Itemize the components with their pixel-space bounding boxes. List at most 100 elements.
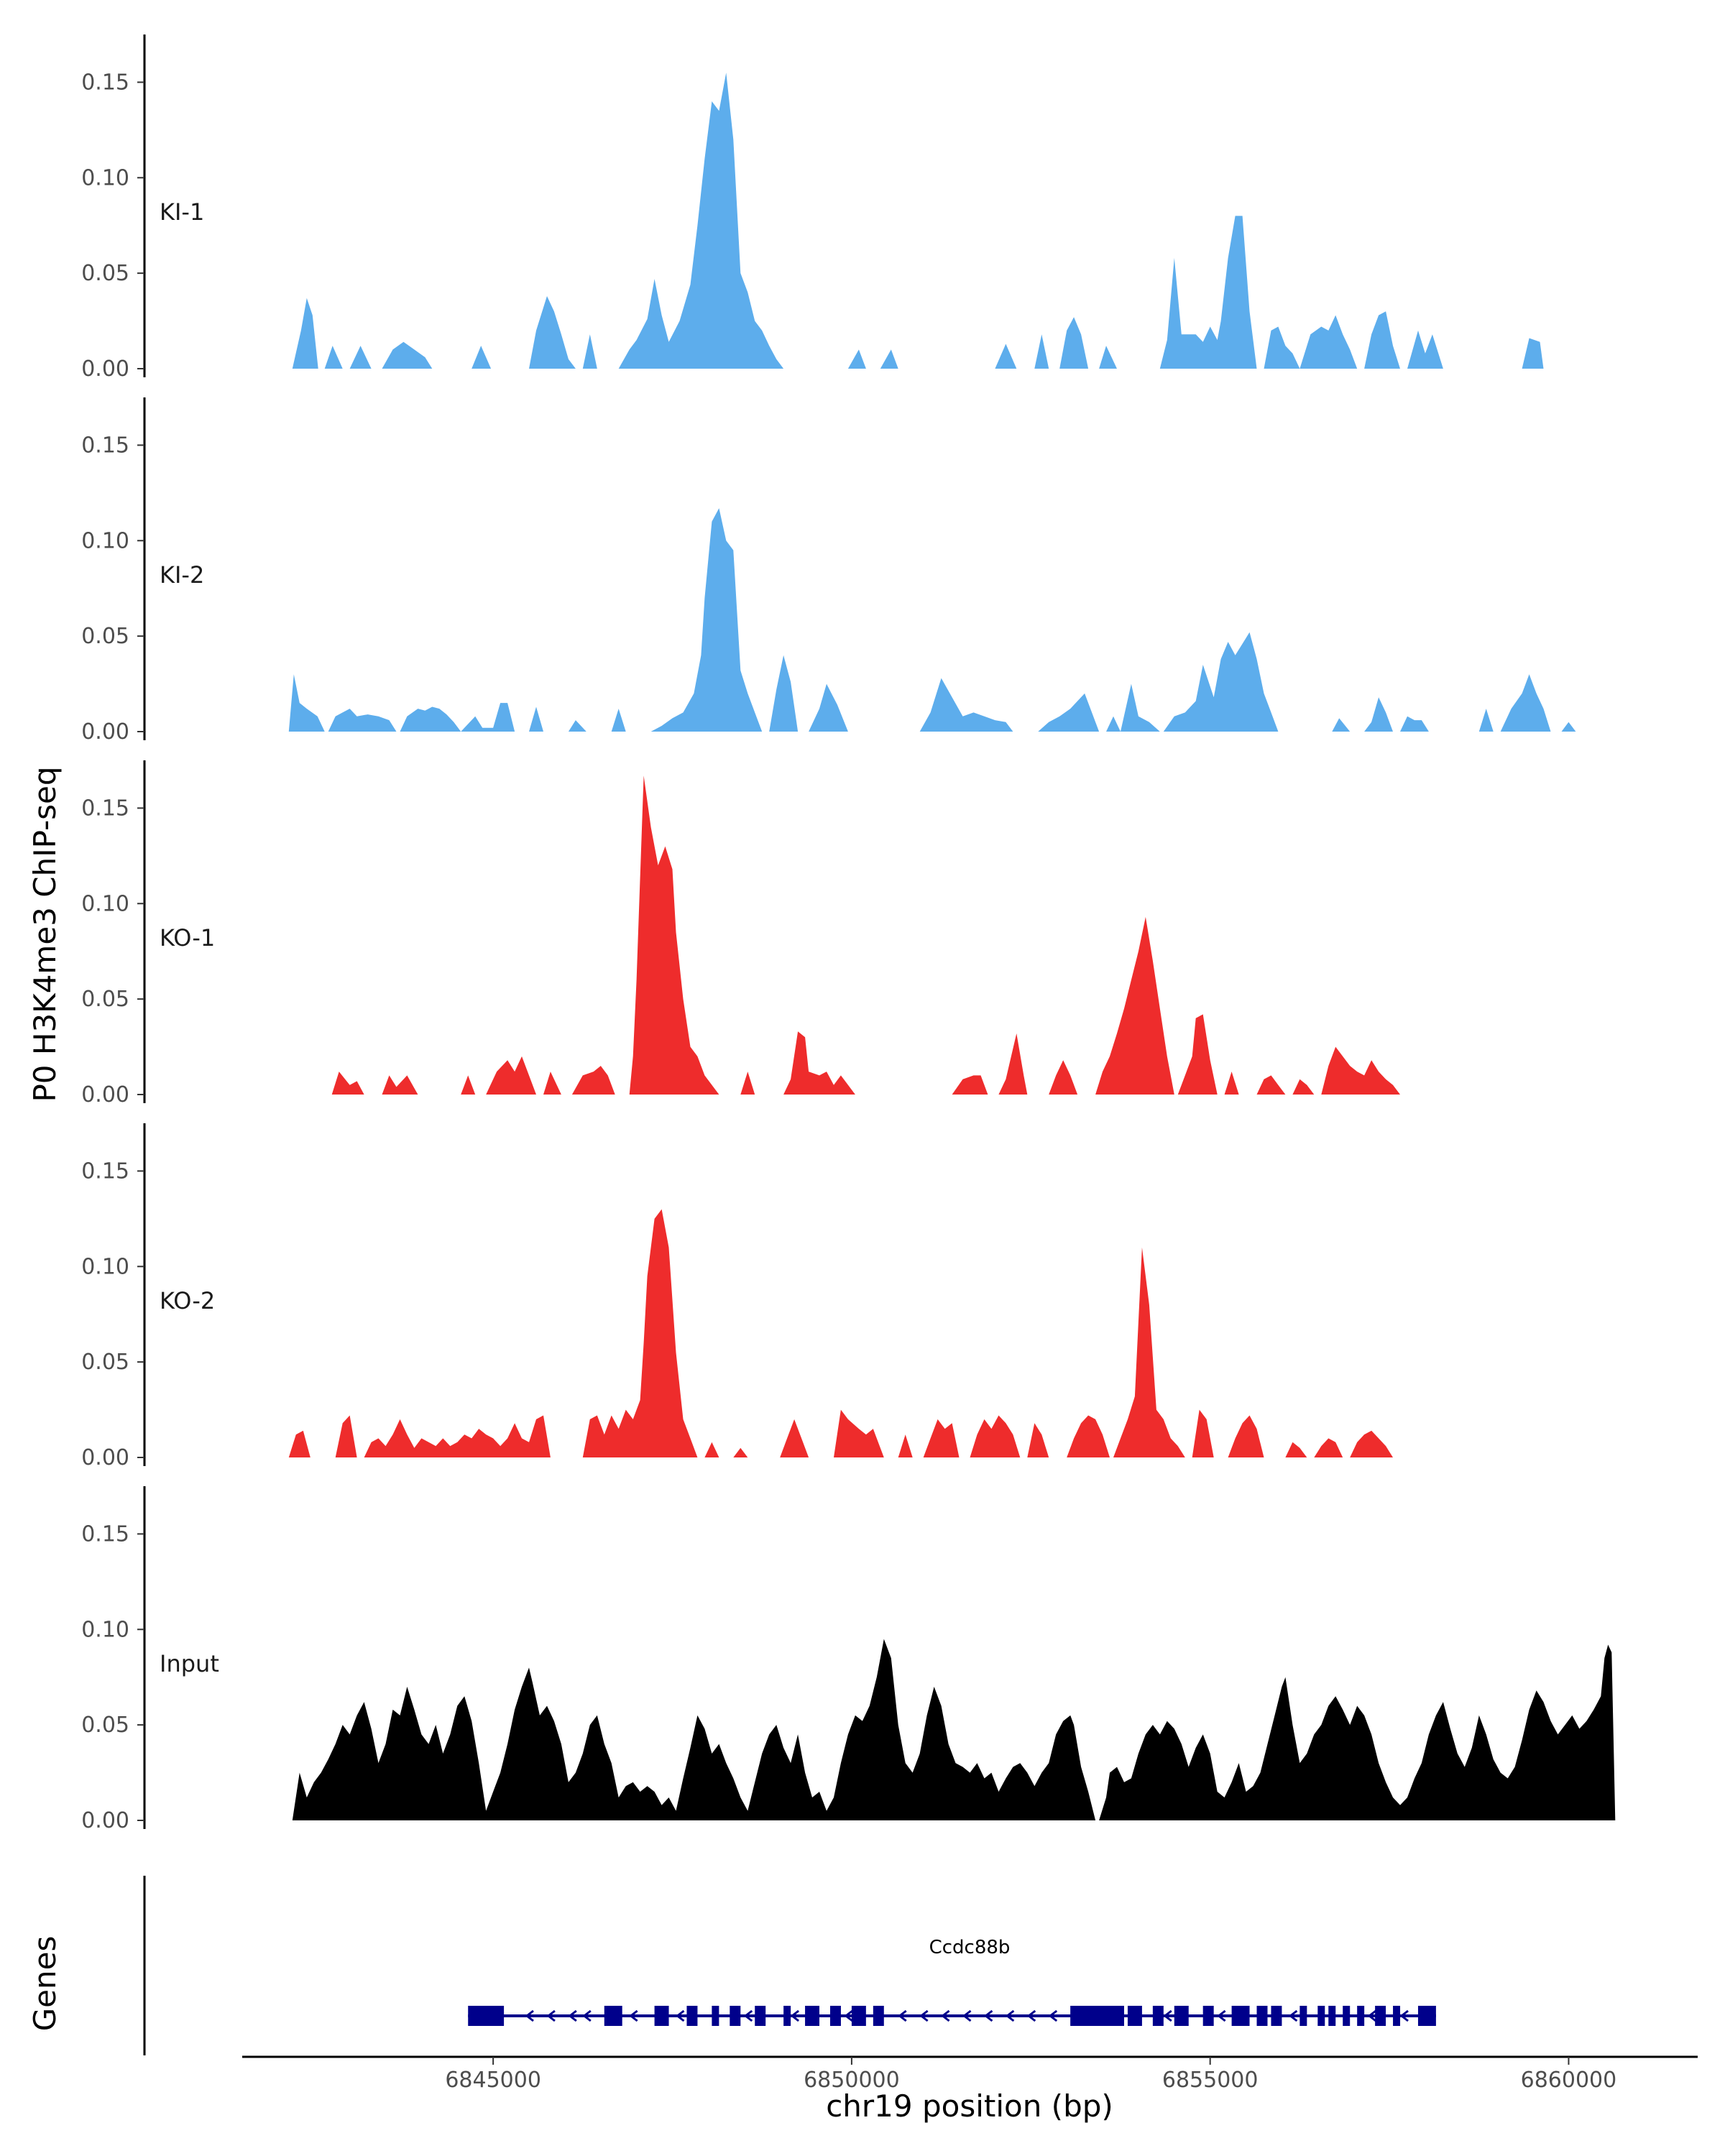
strand-arrow xyxy=(983,2009,993,2022)
strand-arrow xyxy=(546,2009,556,2022)
strand-arrow xyxy=(919,2009,929,2022)
strand-arrow xyxy=(1399,2009,1409,2022)
gene-exon xyxy=(1256,2006,1268,2026)
y-tick-label: 0.05 xyxy=(81,261,129,286)
gene-exon xyxy=(783,2006,791,2026)
signal-area xyxy=(733,1447,748,1457)
signal-area xyxy=(834,1409,884,1457)
signal-area xyxy=(288,1430,310,1457)
gene-exon xyxy=(654,2006,669,2026)
y-axis-title: P0 H3K4me3 ChIP-seq xyxy=(27,766,63,1102)
gene-exon xyxy=(1070,2006,1124,2026)
signal-area xyxy=(529,296,576,369)
track-label: KO-1 xyxy=(160,924,215,952)
gene-exon xyxy=(873,2006,884,2026)
signal-area xyxy=(1332,718,1351,732)
signal-area xyxy=(1522,338,1544,369)
signal-area xyxy=(898,1434,913,1457)
gene-exon xyxy=(1328,2006,1336,2026)
signal-area xyxy=(331,1072,364,1095)
strand-arrow xyxy=(898,2009,907,2022)
signal-area xyxy=(952,1075,988,1095)
signal-area xyxy=(1177,1014,1218,1095)
signal-area xyxy=(611,709,626,732)
gene-exon xyxy=(829,2006,841,2026)
signal-area xyxy=(740,1072,755,1095)
track-label: KI-2 xyxy=(160,561,204,589)
y-tick-label: 0.00 xyxy=(81,1808,129,1833)
signal-area xyxy=(847,349,866,369)
signal-area xyxy=(461,703,515,732)
signal-area xyxy=(1099,346,1117,369)
strand-arrow xyxy=(1367,2009,1377,2022)
signal-area xyxy=(1400,716,1429,732)
signal-area xyxy=(543,1072,561,1095)
signal-area xyxy=(780,1419,809,1457)
gene-name-label: Ccdc88b xyxy=(929,1937,1011,1958)
signal-area xyxy=(1500,674,1551,732)
y-tick-label: 0.05 xyxy=(81,1350,129,1375)
y-tick-label: 0.10 xyxy=(81,1254,129,1279)
signal-area xyxy=(769,655,799,732)
signal-area xyxy=(704,1442,719,1457)
x-tick-label: 6850000 xyxy=(804,2068,900,2093)
y-tick-label: 0.15 xyxy=(81,70,129,95)
strand-arrow xyxy=(790,2009,800,2022)
strand-arrow xyxy=(1048,2009,1058,2022)
track-label: KI-1 xyxy=(160,198,204,226)
signal-area xyxy=(783,1031,855,1095)
signal-area xyxy=(1095,916,1174,1095)
track-panel-ki-2: 0.00 0.05 0.10 0.15 KI-2 xyxy=(81,397,1576,745)
y-tick-label: 0.15 xyxy=(81,1158,129,1184)
signal-area xyxy=(629,775,719,1095)
signal-panels: 0.00 0.05 0.10 0.15 KI-1 0.00 0.05 0.10 0.15 KI-2… xyxy=(81,34,1616,1833)
signal-area xyxy=(1300,315,1358,369)
signal-area xyxy=(1192,1409,1214,1457)
y-tick-label: 0.05 xyxy=(81,624,129,649)
gene-exon xyxy=(755,2006,766,2026)
signal-area xyxy=(400,706,461,732)
strand-arrow xyxy=(844,2009,853,2022)
y-tick-label: 0.10 xyxy=(81,528,129,553)
signal-area xyxy=(1350,1430,1393,1457)
signal-area xyxy=(324,346,343,369)
x-tick-label: 6860000 xyxy=(1521,2068,1617,2093)
track-panel-ko-1: 0.00 0.05 0.10 0.15 KO-1 xyxy=(81,760,1400,1107)
signal-area xyxy=(382,1075,418,1095)
signal-area xyxy=(919,678,1013,732)
signal-area xyxy=(1561,722,1576,732)
strand-arrow xyxy=(676,2009,685,2022)
gene-exon xyxy=(1393,2006,1401,2026)
x-tick-label: 6845000 xyxy=(445,2068,541,2093)
signal-area xyxy=(1067,1415,1110,1457)
track-label: Input xyxy=(160,1650,219,1677)
signal-area xyxy=(571,1066,615,1095)
signal-area xyxy=(292,298,318,369)
signal-area xyxy=(1314,1438,1343,1457)
y-tick-label: 0.15 xyxy=(81,1521,129,1547)
gene-exon xyxy=(851,2006,866,2026)
gene-exon xyxy=(1271,2006,1282,2026)
signal-area xyxy=(1364,311,1400,369)
y-tick-label: 0.10 xyxy=(81,1617,129,1642)
signal-area xyxy=(529,706,543,732)
gene-exon xyxy=(730,2006,741,2026)
signal-area xyxy=(582,334,597,369)
gene-exon xyxy=(1202,2006,1214,2026)
signal-area xyxy=(328,709,397,732)
y-tick-label: 0.15 xyxy=(81,433,129,458)
strand-arrow xyxy=(1288,2009,1298,2022)
signal-area xyxy=(472,346,492,369)
gene-exon xyxy=(1357,2006,1365,2026)
signal-area xyxy=(335,1415,357,1457)
signal-area xyxy=(1099,1644,1616,1820)
signal-area xyxy=(582,1209,698,1457)
signal-area xyxy=(486,1056,536,1095)
gene-exon xyxy=(1300,2006,1307,2026)
track-panel-ko-2: 0.00 0.05 0.10 0.15 KO-2 xyxy=(81,1123,1393,1470)
signal-area xyxy=(382,341,433,369)
y-tick-label: 0.00 xyxy=(81,1082,129,1107)
signal-area xyxy=(618,73,784,369)
signal-area xyxy=(1027,1423,1049,1457)
strand-arrow xyxy=(743,2009,753,2022)
